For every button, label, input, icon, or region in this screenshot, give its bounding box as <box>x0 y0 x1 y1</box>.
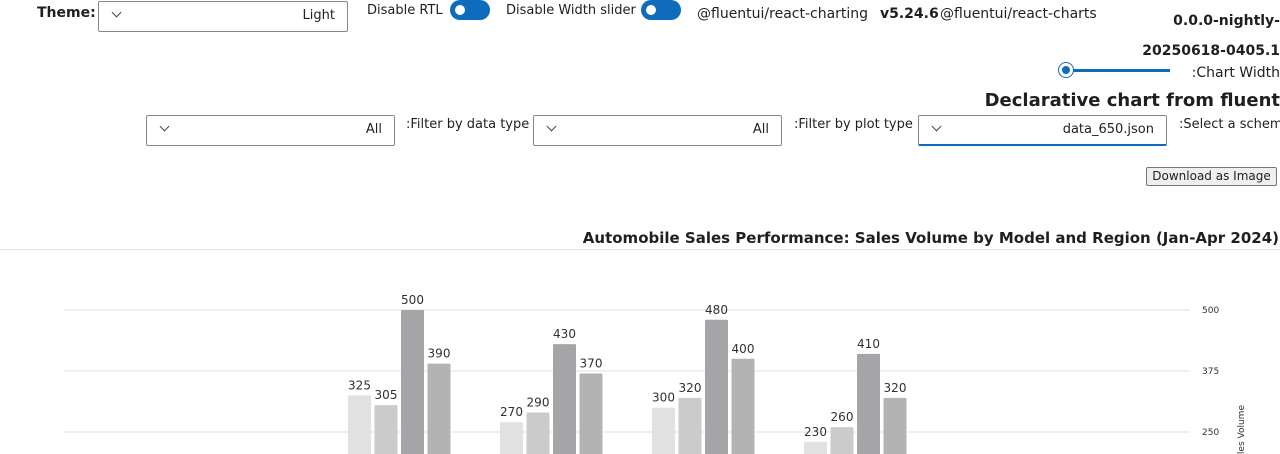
width-slider[interactable] <box>1066 69 1170 72</box>
plot-type-value: All <box>752 122 769 137</box>
bar-label: 400 <box>732 342 755 356</box>
bar-label: 480 <box>705 303 728 317</box>
bar <box>500 422 523 454</box>
bar <box>652 407 675 454</box>
bar-label: 260 <box>831 410 854 424</box>
data-type-value: All <box>365 122 382 137</box>
bar <box>830 427 854 454</box>
bar <box>553 344 576 454</box>
bar <box>526 412 550 454</box>
rtl-toggle[interactable] <box>450 0 490 20</box>
bar <box>883 397 907 454</box>
bar-label: 410 <box>857 337 880 351</box>
y-tick-label: 500 <box>1202 306 1219 316</box>
bar-label: 300 <box>652 391 675 405</box>
y-tick-label: 375 <box>1202 367 1219 377</box>
slider-thumb[interactable] <box>1058 62 1074 78</box>
bar <box>348 395 371 454</box>
download-button[interactable]: Download as Image <box>1146 167 1277 186</box>
bar-label: 390 <box>428 347 451 361</box>
schema-label: :Select a schema <box>1179 117 1280 132</box>
bar-label: 320 <box>679 381 702 395</box>
plot-type-dropdown[interactable]: All <box>533 115 782 146</box>
bar <box>579 373 603 454</box>
bar-label: 320 <box>884 381 907 395</box>
schema-value: data_650.json <box>1062 122 1154 137</box>
y-axis-title: Sales Volume <box>1237 405 1247 454</box>
bar <box>705 319 728 454</box>
package-version: 0.0.0-nightly-20250618-0405.1 <box>1142 13 1280 59</box>
data-type-label: :Filter by data type <box>406 117 530 132</box>
plot-type-label: :Filter by plot type <box>794 117 913 132</box>
bar <box>857 353 880 454</box>
schema-dropdown[interactable]: data_650.json <box>918 115 1167 146</box>
data-type-dropdown[interactable]: All <box>146 115 395 146</box>
bar-label: 290 <box>527 395 550 409</box>
chart-width-label: :Chart Width <box>1191 65 1280 81</box>
heading: Declarative chart from fluent <box>984 90 1280 111</box>
theme-value: Light <box>302 8 335 23</box>
width-label: Disable Width slider <box>506 3 636 18</box>
bar <box>427 363 451 454</box>
theme-dropdown[interactable]: Light <box>98 1 348 32</box>
bar <box>804 441 827 454</box>
package-version: v5.24.6 <box>880 6 939 22</box>
bar-label: 430 <box>553 327 576 341</box>
width-toggle[interactable] <box>641 0 681 20</box>
bar-label: 500 <box>401 293 424 307</box>
bar <box>731 358 755 454</box>
bar-label: 270 <box>500 405 523 419</box>
package-name: @fluentui/react-charting <box>697 6 869 22</box>
bar-label: 305 <box>375 388 398 402</box>
bar-label: 325 <box>348 378 371 392</box>
bar-label: 230 <box>804 425 827 439</box>
bar <box>401 310 424 454</box>
y-tick-label: 250 <box>1202 428 1219 438</box>
divider <box>0 249 1280 250</box>
rtl-label: Disable RTL <box>367 3 443 18</box>
bar <box>678 397 702 454</box>
bar <box>374 405 398 454</box>
theme-label: Theme: <box>37 5 96 21</box>
chart-title: Automobile Sales Performance: Sales Volu… <box>582 229 1279 247</box>
bar-label: 370 <box>580 356 603 370</box>
package-name: @fluentui/react-charts <box>940 6 1097 22</box>
